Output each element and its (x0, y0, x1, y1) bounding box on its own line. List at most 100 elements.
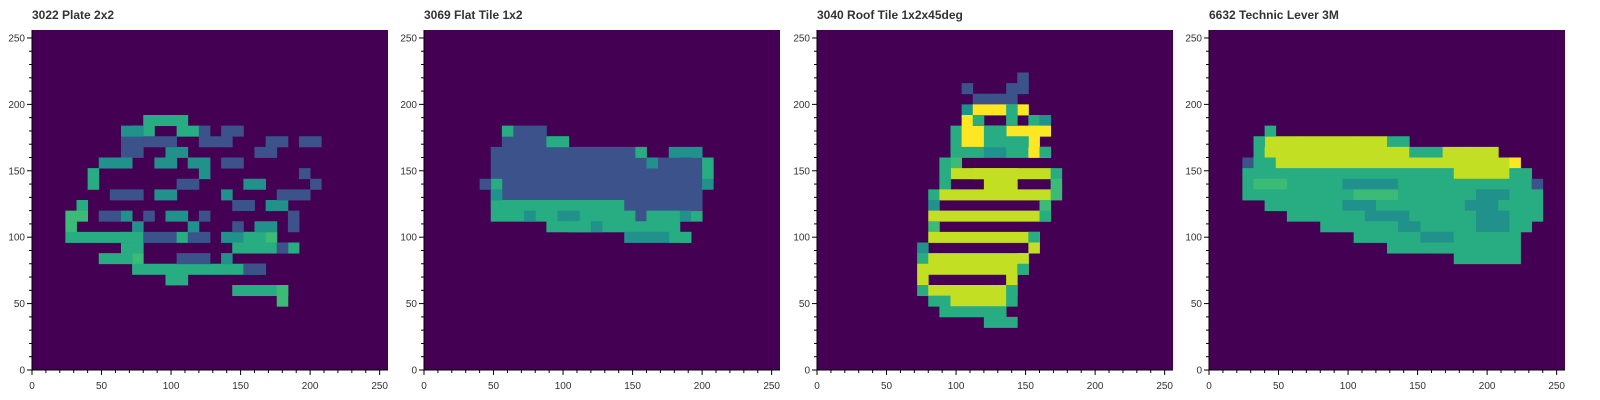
heatmap-cell (962, 147, 974, 158)
heatmap-cell (1420, 200, 1465, 211)
heatmap-cell (973, 168, 1018, 179)
heatmap-cell (1242, 158, 1254, 169)
heatmap-cell (1006, 104, 1018, 115)
y-tick-label: 200 (793, 100, 810, 111)
heatmap-cell (928, 232, 1040, 243)
y-tick-label: 100 (8, 233, 25, 244)
heatmap-cell (1265, 168, 1288, 179)
heatmap-cell (1454, 232, 1510, 243)
heatmap-cell (221, 158, 244, 169)
heatmap-cell (491, 200, 503, 211)
heatmap-cell (188, 221, 200, 232)
heatmap-cell (928, 296, 951, 307)
heatmap-cell (177, 232, 189, 243)
heatmap-cell (65, 221, 77, 232)
heatmap-cell (1254, 179, 1288, 190)
heatmap-cell (1476, 158, 1510, 169)
y-tick-label: 150 (1185, 166, 1202, 177)
heatmap-cell (1509, 179, 1532, 190)
heatmap-cell (635, 147, 647, 158)
heatmap-cell (177, 179, 200, 190)
heatmap-cell (691, 211, 703, 222)
x-tick-label: 150 (1409, 381, 1426, 392)
heatmap-cell (1343, 200, 1377, 211)
heatmap-cell (984, 94, 1018, 105)
heatmap-cell (277, 296, 289, 307)
heatmap-cell (1287, 189, 1354, 200)
heatmap-cell (680, 147, 703, 158)
heatmap-cell (1476, 211, 1510, 222)
heatmap-cell (132, 253, 144, 264)
heatmap-cell (255, 147, 278, 158)
heatmap-cell (1532, 179, 1544, 190)
heatmap-cell (243, 179, 266, 190)
heatmap-cell (88, 168, 100, 179)
x-tick-label: 150 (624, 381, 641, 392)
y-tick-label: 150 (8, 166, 25, 177)
heatmap-cell (1017, 264, 1029, 275)
y-tick-label: 100 (793, 233, 810, 244)
heatmap-cell (266, 136, 289, 147)
y-tick-label: 250 (793, 33, 810, 44)
heatmap-cell (613, 221, 647, 232)
heatmap-cell (188, 232, 211, 243)
heatmap-cell (1365, 158, 1454, 169)
heatmap-cell (1287, 200, 1343, 211)
heatmap-cell (1387, 136, 1410, 147)
heatmap-cell (491, 147, 636, 158)
heatmap-chart-3: 0 50 100 150 200 250050100150200250 (1177, 0, 1577, 400)
heatmap-cell (951, 136, 963, 147)
heatmap-cell (65, 211, 88, 222)
heatmap-cell (680, 211, 692, 222)
heatmap-cell (110, 189, 133, 200)
x-tick-label: 150 (232, 381, 249, 392)
x-tick-label: 0 (421, 381, 427, 392)
x-tick-label: 150 (1017, 381, 1034, 392)
heatmap-cell (480, 179, 492, 190)
heatmap-cell (1242, 189, 1254, 200)
x-tick-label: 250 (763, 381, 780, 392)
heatmap-cell (939, 179, 951, 190)
heatmap-cell (1509, 168, 1521, 179)
heatmap-cell (917, 243, 929, 254)
heatmap-cell (1365, 221, 1399, 232)
heatmap-cell (232, 243, 299, 254)
heatmap-cell (177, 126, 200, 137)
heatmap-cell (591, 211, 636, 222)
heatmap-cell (1398, 179, 1454, 190)
y-tick-label: 0 (19, 366, 25, 377)
heatmap-cell (88, 179, 100, 190)
heatmap-cell (1276, 158, 1365, 169)
y-tick-label: 50 (1191, 299, 1203, 310)
heatmap-cell (266, 232, 278, 243)
y-tick-label: 0 (804, 366, 810, 377)
x-tick-label: 50 (96, 381, 108, 392)
heatmap-cell (1454, 179, 1510, 190)
y-tick-label: 100 (1185, 233, 1202, 244)
heatmap-cell (1454, 253, 1521, 264)
heatmap-cell (1320, 221, 1365, 232)
heatmap-cell (1376, 200, 1421, 211)
heatmap-cell (1265, 126, 1277, 137)
heatmap-cell (266, 200, 289, 211)
heatmap-cell (199, 168, 211, 179)
heatmap-cell (243, 264, 266, 275)
heatmap-cell (569, 221, 592, 232)
heatmap-cell (1242, 179, 1254, 190)
heatmap-cell (917, 274, 929, 285)
heatmap-cell (166, 274, 189, 285)
heatmap-cell (591, 221, 603, 232)
heatmap-cell (121, 126, 144, 137)
x-tick-label: 50 (488, 381, 500, 392)
heatmap-cell (928, 189, 940, 200)
heatmap-cell (647, 232, 670, 243)
heatmap-cell (99, 211, 111, 222)
heatmap-cell (132, 189, 144, 200)
heatmap-cell (232, 221, 244, 232)
heatmap-cell (121, 136, 144, 147)
heatmap-cell (1509, 232, 1521, 243)
heatmap-cell (1006, 147, 1029, 158)
heatmap-cell (1028, 115, 1040, 126)
heatmap-cell (502, 126, 514, 137)
heatmap-cell (647, 158, 659, 169)
